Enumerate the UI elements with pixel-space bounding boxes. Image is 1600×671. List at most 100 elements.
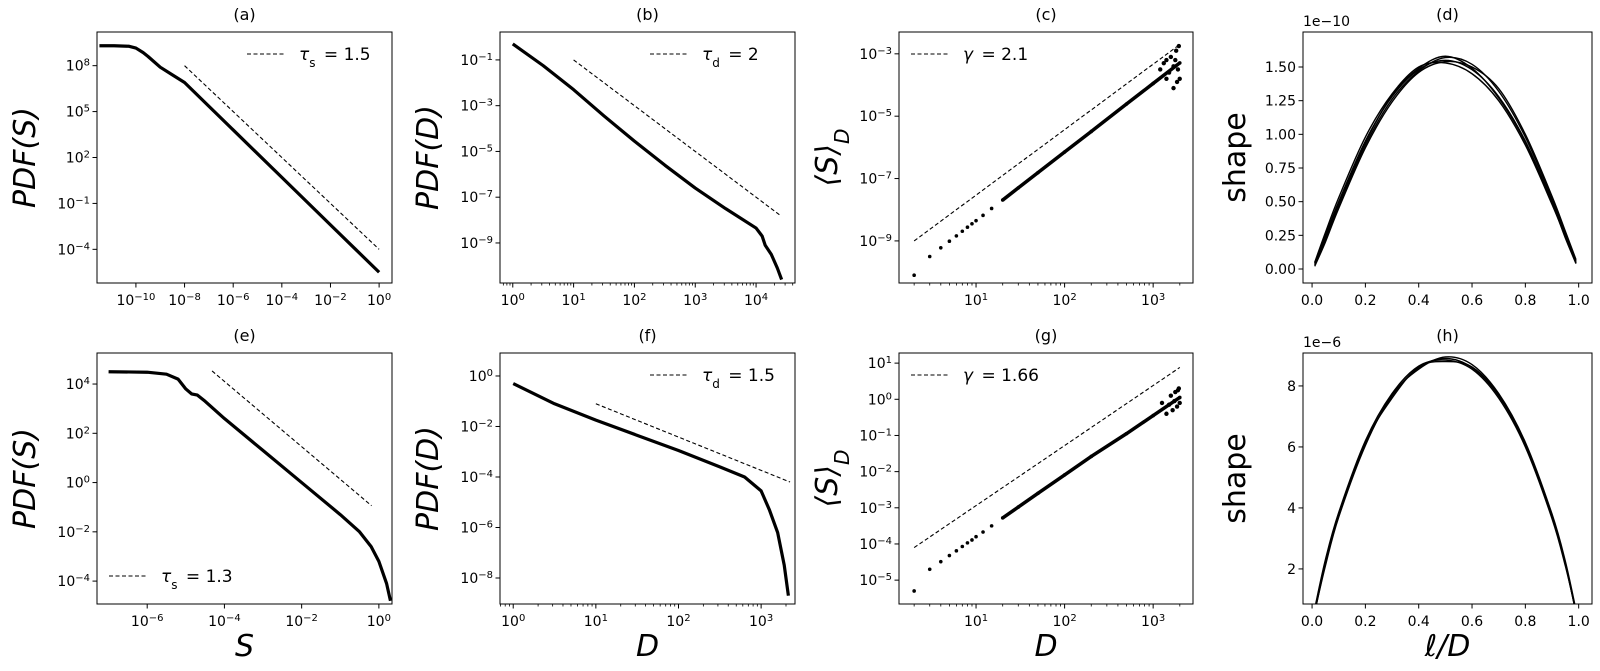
axes-frame bbox=[96, 352, 393, 605]
legend: τs = 1.5 bbox=[247, 45, 371, 70]
data-point bbox=[938, 245, 943, 250]
data-curve bbox=[108, 370, 392, 602]
y-tick-label: 10−8 bbox=[460, 569, 493, 587]
tick-exponent: −2 bbox=[75, 523, 90, 534]
data-point bbox=[1062, 150, 1067, 154]
data-point bbox=[912, 273, 916, 278]
legend-label: τs = 1.5 bbox=[299, 45, 371, 70]
x-tick-label: 101 bbox=[964, 292, 988, 310]
axes-frame bbox=[1302, 352, 1593, 605]
data-point bbox=[1164, 57, 1169, 63]
legend-symbol: τ bbox=[161, 567, 172, 587]
y-tick-label: 10−9 bbox=[460, 234, 493, 252]
data-point bbox=[974, 534, 978, 539]
data-point bbox=[1166, 70, 1172, 75]
x-tick-label: 1.0 bbox=[1568, 293, 1590, 309]
tick-exponent: 2 bbox=[684, 613, 690, 624]
y-tick-label: 10−9 bbox=[859, 232, 892, 250]
x-axis-label: S bbox=[235, 629, 254, 664]
data-point bbox=[981, 530, 985, 534]
data-point bbox=[927, 254, 932, 259]
y-tick-label: 0.50 bbox=[1265, 195, 1296, 211]
data-point bbox=[1164, 76, 1169, 81]
data-point bbox=[1178, 395, 1182, 400]
panel-title: (c) bbox=[1035, 5, 1056, 24]
tick-exponent: 0 bbox=[518, 292, 524, 303]
y-axis-label: shape bbox=[1218, 433, 1253, 524]
data-point bbox=[965, 541, 970, 545]
shape-curve-curve-4 bbox=[1315, 360, 1575, 604]
panel-title: (h) bbox=[1436, 326, 1459, 345]
y-tick-label: 10−4 bbox=[57, 241, 90, 259]
tick-exponent: −1 bbox=[75, 195, 90, 206]
data-point bbox=[1178, 61, 1182, 65]
shape-curve-curve-2 bbox=[1314, 56, 1577, 266]
y-tick-label: 10−5 bbox=[859, 108, 892, 126]
tick-exponent: 0 bbox=[84, 474, 90, 485]
data-point bbox=[1177, 400, 1182, 406]
x-tick-label: 103 bbox=[749, 613, 773, 631]
y-tick-label: 10−7 bbox=[859, 170, 892, 188]
y-tick-label: 6 bbox=[1287, 440, 1296, 456]
legend-value: = 1.5 bbox=[723, 366, 775, 386]
y-tick-label: 1.00 bbox=[1265, 127, 1296, 143]
data-point bbox=[927, 567, 932, 572]
tick-exponent: −8 bbox=[186, 292, 201, 303]
y-tick-label: 108 bbox=[66, 57, 90, 75]
x-tick-label: 1.0 bbox=[1568, 614, 1590, 630]
legend-subscript: d bbox=[712, 377, 720, 391]
x-tick-label: 10−4 bbox=[266, 292, 299, 310]
tick-exponent: 3 bbox=[1159, 613, 1165, 624]
y-tick-label: 10−3 bbox=[460, 97, 493, 115]
y-tick-label: 10−1 bbox=[460, 51, 493, 69]
tick-exponent: −6 bbox=[149, 613, 164, 624]
x-tick-label: 103 bbox=[1141, 292, 1165, 310]
legend-value: = 1.3 bbox=[181, 567, 233, 587]
data-point bbox=[1174, 79, 1180, 85]
data-point bbox=[989, 524, 994, 528]
y-axis-label: PDF(D) bbox=[411, 105, 446, 210]
data-point bbox=[1089, 454, 1094, 459]
data-point bbox=[1166, 402, 1172, 407]
legend: τs = 1.3 bbox=[109, 567, 233, 592]
tick-exponent: 0 bbox=[385, 613, 391, 624]
tick-exponent: −10 bbox=[134, 292, 155, 303]
y-tick-label: 10−1 bbox=[57, 195, 90, 213]
y-tick-label: 10−5 bbox=[460, 143, 493, 161]
panel-title: (e) bbox=[233, 326, 255, 345]
tick-exponent: −7 bbox=[478, 189, 493, 200]
tick-exponent: 2 bbox=[640, 292, 646, 303]
y-tick-label: 0.25 bbox=[1265, 228, 1296, 244]
tick-exponent: −3 bbox=[877, 499, 892, 510]
tick-exponent: 8 bbox=[84, 57, 90, 68]
shape-curve-curve-1 bbox=[1315, 357, 1575, 604]
x-tick-label: 10−10 bbox=[116, 292, 155, 310]
x-tick-label: 101 bbox=[964, 613, 988, 631]
data-point bbox=[1176, 43, 1182, 49]
y-axis-label-subscript: D bbox=[830, 129, 854, 144]
axes-frame bbox=[96, 31, 393, 284]
y-tick-label: 102 bbox=[66, 149, 90, 167]
y-axis-label: PDF(S) bbox=[8, 107, 43, 208]
tick-exponent: −4 bbox=[226, 613, 241, 624]
tick-exponent: −4 bbox=[75, 241, 90, 252]
tick-exponent: −6 bbox=[235, 292, 250, 303]
tick-exponent: −4 bbox=[478, 468, 493, 479]
y-tick-label: 100 bbox=[868, 391, 892, 409]
tick-exponent: 0 bbox=[886, 391, 892, 402]
data-point bbox=[947, 553, 952, 558]
data-point bbox=[1151, 413, 1155, 418]
data-point bbox=[1168, 393, 1174, 398]
x-tick-label: 0.8 bbox=[1514, 293, 1536, 309]
panel-title: (g) bbox=[1035, 326, 1058, 345]
reference-power-law-line bbox=[573, 59, 781, 216]
y-axis-label: ⟨S⟩D bbox=[810, 129, 854, 187]
data-point bbox=[989, 206, 994, 211]
y-tick-label: 10−3 bbox=[859, 45, 892, 63]
data-point bbox=[1161, 60, 1166, 66]
plot-area bbox=[512, 382, 791, 596]
y-tick-label: 10−4 bbox=[460, 468, 493, 486]
x-tick-label: 104 bbox=[744, 292, 768, 310]
legend-value: = 1.5 bbox=[319, 45, 371, 65]
plot-area bbox=[99, 44, 381, 274]
